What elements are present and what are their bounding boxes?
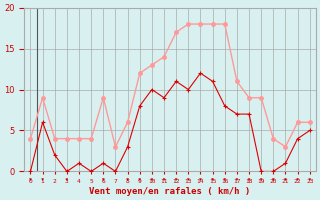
X-axis label: Vent moyen/en rafales ( km/h ): Vent moyen/en rafales ( km/h ) (90, 187, 251, 196)
